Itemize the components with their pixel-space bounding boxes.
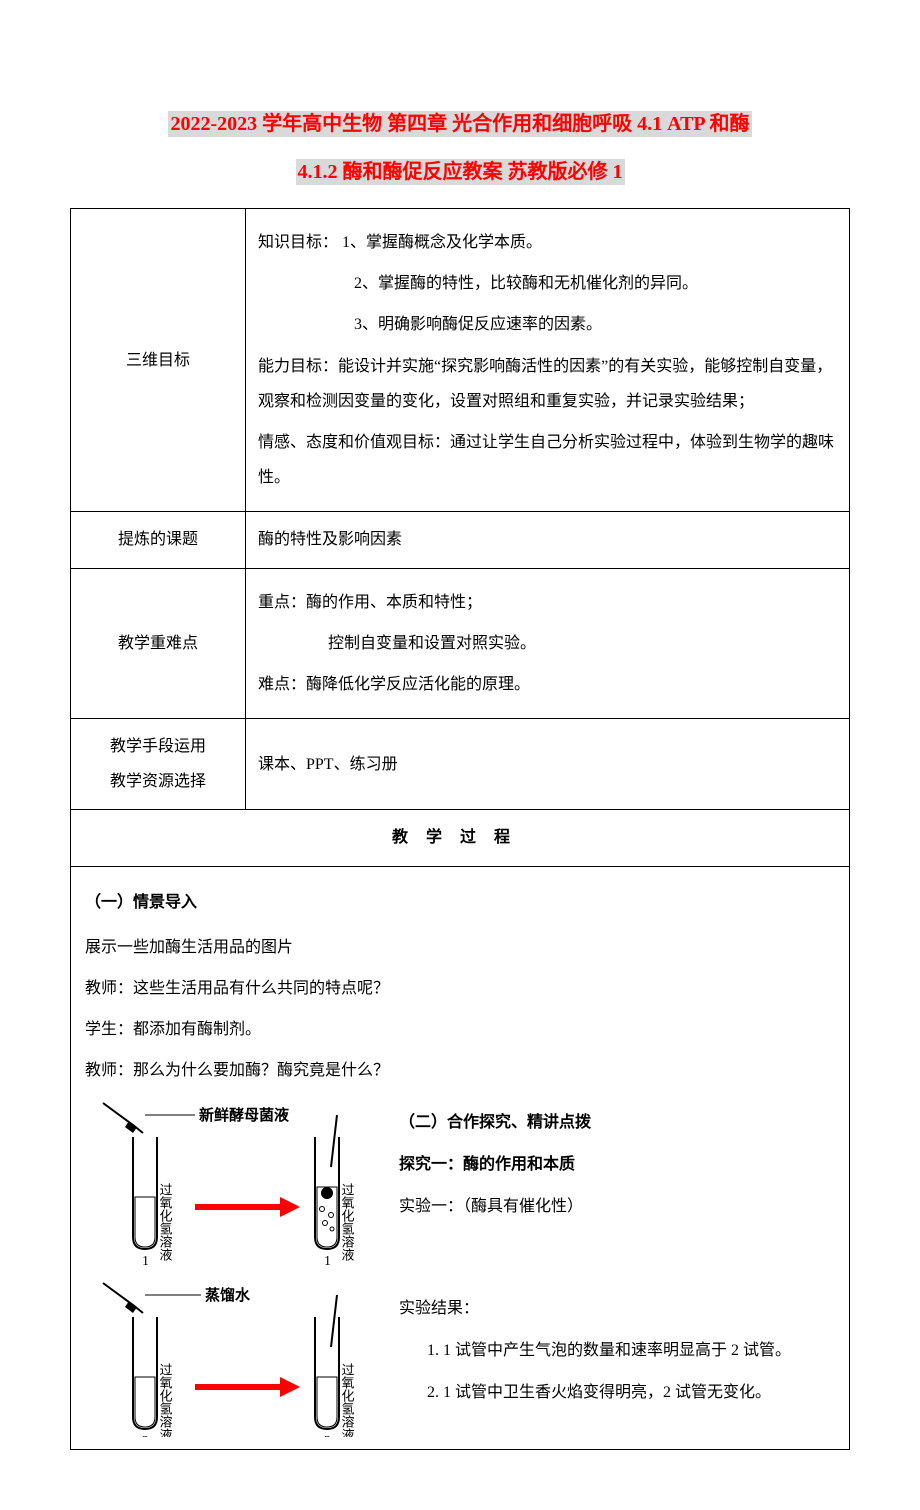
obj-knowledge-1: 知识目标： 1、掌握酶概念及化学本质。 (258, 225, 837, 260)
tube-num-2a: 2 (142, 1434, 149, 1437)
tube-2-after-icon (315, 1317, 339, 1429)
tube-num-1b: 1 (324, 1254, 331, 1269)
arrow-right-bottom-icon (195, 1377, 300, 1397)
label-h2o2-4: 过氧化氢溶液 (340, 1363, 355, 1437)
title-line-1: 2022-2023 学年高中生物 第四章 光合作用和细胞呼吸 4.1 ATP 和… (168, 111, 751, 137)
process-header: 教学过程 (71, 810, 850, 866)
label-resources-b: 教学资源选择 (83, 764, 233, 799)
exp-result-1: 1. 1 试管中产生气泡的数量和速率明显高于 2 试管。 (399, 1335, 835, 1367)
obj-emotion: 情感、态度和价值观目标：通过让学生自己分析实验过程中，体验到生物学的趣味性。 (258, 425, 837, 495)
tube-1-before-icon (133, 1137, 157, 1249)
s1-line-1: 展示一些加酶生活用品的图片 (85, 930, 835, 965)
tube-2-before-icon (133, 1317, 157, 1429)
section-2-heading: （二）合作探究、精讲点拨 (399, 1107, 835, 1139)
row-resources: 教学手段运用 教学资源选择 课本、PPT、练习册 (71, 719, 850, 810)
stick-bottom-icon (331, 1295, 337, 1347)
label-h2o2-3: 过氧化氢溶液 (158, 1363, 173, 1437)
label-resources: 教学手段运用 教学资源选择 (71, 719, 246, 810)
exp-result-label: 实验结果： (399, 1293, 835, 1325)
tube-num-1a: 1 (142, 1254, 149, 1269)
obj-knowledge-3: 3、明确影响酶促反应速率的因素。 (258, 307, 837, 342)
section-2-sub: 探究一：酶的作用和本质 (399, 1149, 835, 1181)
label-resources-a: 教学手段运用 (83, 729, 233, 764)
arrow-right-top-icon (195, 1197, 300, 1217)
kp-focus-1: 重点：酶的作用、本质和特性； (258, 585, 837, 620)
label-water: 蒸馏水 (205, 1286, 251, 1304)
exp-1-label: 实验一：（酶具有催化性） (399, 1191, 835, 1223)
cell-resources: 课本、PPT、练习册 (246, 719, 850, 810)
experiment-text: （二）合作探究、精讲点拨 探究一：酶的作用和本质 实验一：（酶具有催化性） 实验… (385, 1097, 835, 1419)
kp-difficulty: 难点：酶降低化学反应活化能的原理。 (258, 667, 837, 702)
s1-line-2: 教师：这些生活用品有什么共同的特点呢？ (85, 971, 835, 1006)
dropper-bottom-icon (103, 1283, 143, 1313)
obj-knowledge-2: 2、掌握酶的特性，比较酶和无机催化剂的异同。 (258, 266, 837, 301)
label-objectives: 三维目标 (71, 209, 246, 512)
lesson-plan-table: 三维目标 知识目标： 1、掌握酶概念及化学本质。 2、掌握酶的特性，比较酶和无机… (70, 208, 850, 1450)
dropper-top-icon (103, 1103, 143, 1133)
row-keypoints: 教学重难点 重点：酶的作用、本质和特性； 控制自变量和设置对照实验。 难点：酶降… (71, 568, 850, 719)
row-topic: 提炼的课题 酶的特性及影响因素 (71, 512, 850, 568)
label-keypoints: 教学重难点 (71, 568, 246, 719)
document-page: 2022-2023 学年高中生物 第四章 光合作用和细胞呼吸 4.1 ATP 和… (0, 0, 920, 1510)
row-process-header: 教学过程 (71, 810, 850, 866)
cell-keypoints: 重点：酶的作用、本质和特性； 控制自变量和设置对照实验。 难点：酶降低化学反应活… (246, 568, 850, 719)
label-h2o2-1: 过氧化氢溶液 (158, 1183, 173, 1261)
title-block: 2022-2023 学年高中生物 第四章 光合作用和细胞呼吸 4.1 ATP 和… (70, 100, 850, 196)
cell-topic: 酶的特性及影响因素 (246, 512, 850, 568)
label-yeast: 新鲜酵母菌液 (199, 1106, 290, 1124)
experiment-diagram: 新鲜酵母菌液 1 过氧化氢溶液 (85, 1097, 385, 1437)
s1-line-3: 学生：都添加有酶制剂。 (85, 1012, 835, 1047)
cell-content: （一）情景导入 展示一些加酶生活用品的图片 教师：这些生活用品有什么共同的特点呢… (71, 866, 850, 1449)
experiment-wrap: 新鲜酵母菌液 1 过氧化氢溶液 (85, 1097, 835, 1437)
stick-top-icon (331, 1115, 337, 1167)
tube-1-after-icon (315, 1137, 339, 1249)
title-line-2: 4.1.2 酶和酶促反应教案 苏教版必修 1 (296, 159, 625, 185)
label-h2o2-2: 过氧化氢溶液 (340, 1183, 355, 1261)
section-1-heading: （一）情景导入 (85, 885, 835, 920)
kp-focus-2: 控制自变量和设置对照实验。 (258, 626, 837, 661)
exp-result-2: 2. 1 试管中卫生香火焰变得明亮，2 试管无变化。 (399, 1377, 835, 1409)
s1-line-4: 教师：那么为什么要加酶？酶究竟是什么？ (85, 1053, 835, 1088)
cell-objectives: 知识目标： 1、掌握酶概念及化学本质。 2、掌握酶的特性，比较酶和无机催化剂的异… (246, 209, 850, 512)
obj-ability: 能力目标：能设计并实施“探究影响酶活性的因素”的有关实验，能够控制自变量，观察和… (258, 349, 837, 419)
row-content: （一）情景导入 展示一些加酶生活用品的图片 教师：这些生活用品有什么共同的特点呢… (71, 866, 850, 1449)
label-topic: 提炼的课题 (71, 512, 246, 568)
tube-num-2b: 2 (324, 1434, 331, 1437)
row-objectives: 三维目标 知识目标： 1、掌握酶概念及化学本质。 2、掌握酶的特性，比较酶和无机… (71, 209, 850, 512)
